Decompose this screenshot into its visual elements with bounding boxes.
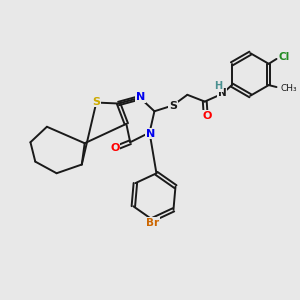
Text: S: S bbox=[92, 97, 100, 106]
Text: H: H bbox=[214, 81, 222, 91]
Text: S: S bbox=[169, 101, 177, 111]
Text: O: O bbox=[110, 143, 119, 153]
Text: N: N bbox=[218, 88, 226, 98]
Text: N: N bbox=[146, 128, 155, 139]
Text: Cl: Cl bbox=[279, 52, 290, 62]
Text: N: N bbox=[136, 92, 146, 102]
Text: Br: Br bbox=[146, 218, 159, 227]
Text: O: O bbox=[202, 111, 211, 121]
Text: CH₃: CH₃ bbox=[280, 83, 297, 92]
